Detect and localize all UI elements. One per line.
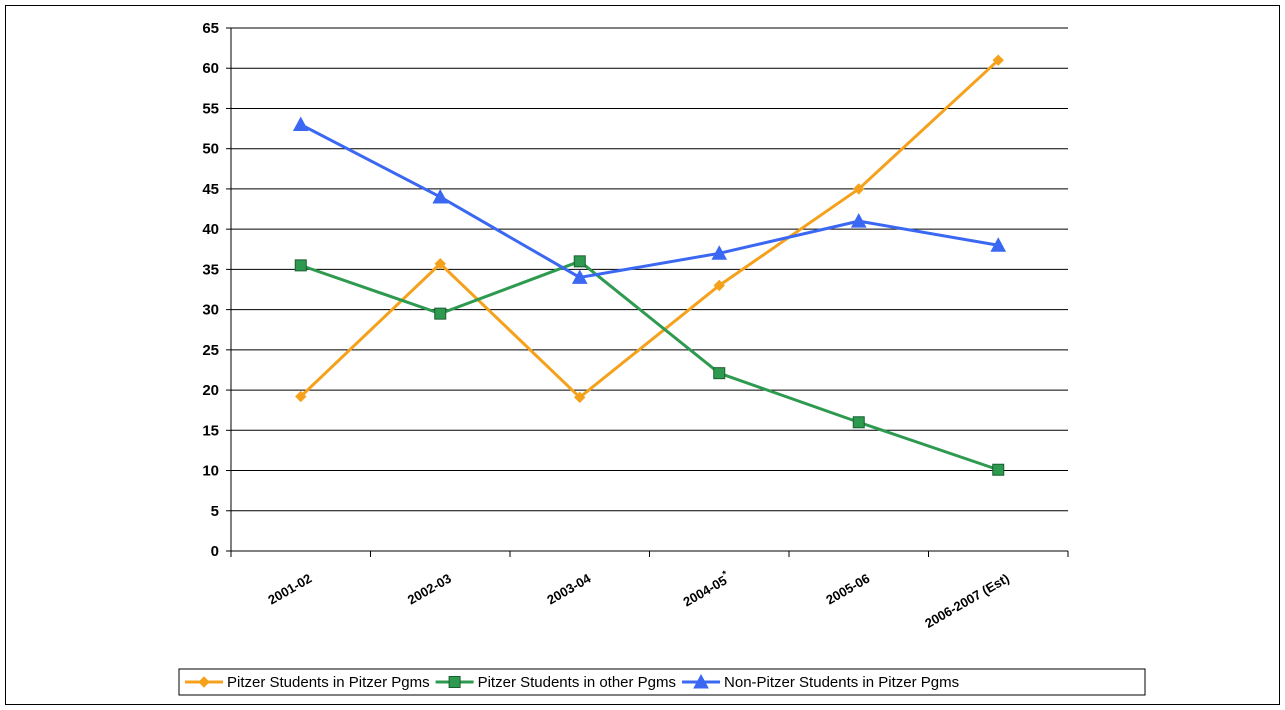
axes [226, 27, 1069, 557]
series-line [299, 59, 1000, 399]
y-tick-label: 50 [202, 141, 219, 158]
legend-marker [198, 676, 210, 688]
legend-item: Non-Pitzer Students in Pitzer Pgms [682, 673, 959, 691]
data-point [432, 188, 449, 204]
legend: Pitzer Students in Pitzer Pgms Pitzer Stu… [178, 668, 1146, 696]
x-tick-label: 2001-02 [265, 571, 314, 608]
series-2 [294, 255, 1005, 476]
y-tick-label: 40 [202, 221, 219, 238]
legend-label: Non-Pitzer Students in Pitzer Pgms [724, 674, 959, 691]
data-point [853, 183, 865, 195]
data-point [992, 463, 1005, 476]
x-tick-label: 2003-04 [544, 570, 593, 607]
data-point [852, 416, 865, 429]
legend-label: Pitzer Students in Pitzer Pgms [227, 674, 430, 691]
data-point [574, 391, 586, 404]
y-tick-label: 45 [202, 181, 219, 198]
y-tick-labels: 0 5 10 15 20 25 30 35 40 45 50 55 60 65 [202, 20, 219, 560]
y-tick-label: 35 [202, 261, 219, 278]
x-tick-label: 2005-06 [823, 571, 872, 608]
x-tick-label: 2006-2007 (Est) [922, 571, 1011, 631]
legend-marker [693, 673, 709, 689]
series-line [300, 259, 999, 472]
data-point [850, 213, 867, 228]
x-tick-footnote-mark: * [721, 569, 730, 581]
data-point [713, 279, 725, 292]
legend-item: Pitzer Students in Pitzer Pgms [185, 674, 430, 691]
series [292, 54, 1007, 476]
x-tick-label: 2004-05* [680, 569, 733, 610]
y-tick-label: 25 [202, 342, 219, 359]
legend-item: Pitzer Students in other Pgms [435, 674, 676, 691]
data-point [711, 245, 728, 260]
series-3 [292, 116, 1007, 284]
data-point [713, 367, 726, 380]
line-chart: 0 5 10 15 20 25 30 35 40 45 50 55 60 65 2001-02 2002-0… [178, 20, 1146, 696]
y-tick-label: 20 [202, 382, 219, 399]
legend-label: Pitzer Students in other Pgms [478, 674, 676, 691]
legend-box [178, 668, 1146, 696]
gridlines [231, 27, 1068, 512]
chart-frame: 0 5 10 15 20 25 30 35 40 45 50 55 60 65 2001-02 2002-0… [5, 5, 1280, 705]
series-line [300, 123, 999, 279]
data-point [573, 255, 586, 268]
series-1 [295, 54, 1004, 404]
data-point [434, 307, 447, 320]
data-point [434, 258, 446, 270]
y-tick-label: 10 [202, 463, 219, 480]
y-tick-label: 65 [202, 20, 219, 37]
data-point [571, 269, 588, 284]
data-point [990, 237, 1007, 252]
y-tick-label: 15 [202, 422, 219, 439]
data-point [294, 259, 307, 272]
legend-marker [448, 676, 461, 688]
data-point [992, 54, 1004, 66]
y-tick-label: 30 [202, 302, 219, 319]
data-point [292, 116, 309, 132]
y-tick-label: 60 [202, 60, 219, 77]
y-tick-label: 55 [202, 100, 219, 117]
y-tick-label: 0 [211, 543, 219, 560]
x-tick-label: 2002-03 [405, 571, 454, 608]
data-point [295, 390, 307, 403]
y-tick-label: 5 [211, 503, 219, 520]
x-tick-labels: 2001-02 2002-03 2003-04 2004-05* 2005-06 2006… [265, 569, 1011, 631]
